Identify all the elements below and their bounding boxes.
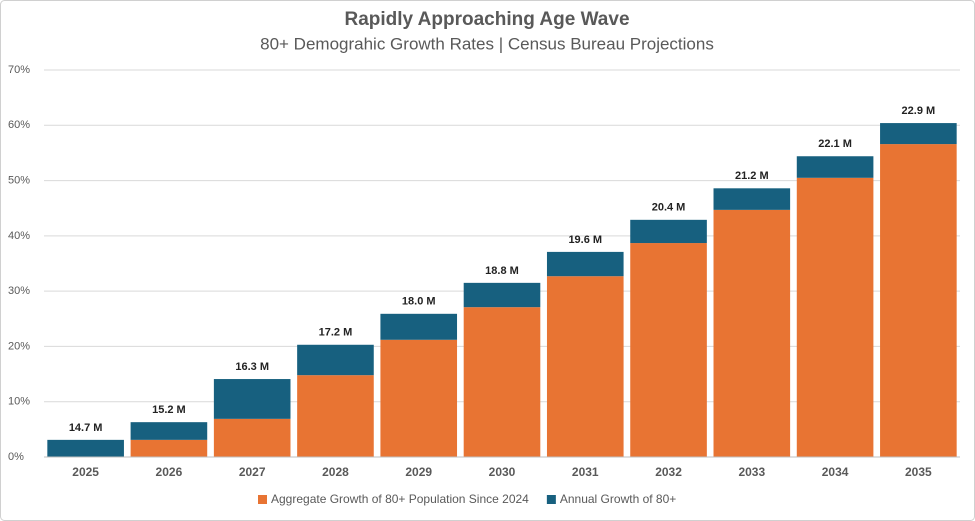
x-tick-label: 2034 [822, 465, 849, 479]
bar-segment [463, 307, 541, 457]
bar-segment [546, 251, 624, 277]
y-tick-label: 50% [8, 174, 30, 186]
bar-segment [713, 209, 791, 457]
y-tick-label: 70% [8, 64, 30, 76]
x-tick-label: 2033 [738, 465, 765, 479]
legend-swatch [258, 495, 267, 504]
bar-segment [297, 375, 374, 457]
x-tick-label: 2027 [239, 465, 266, 479]
bar-segment [130, 439, 208, 457]
bar-segment [297, 344, 374, 376]
bar-label: 18.8 M [485, 265, 519, 277]
chart-title: Rapidly Approaching Age Wave [344, 9, 629, 30]
y-tick-label: 20% [8, 340, 30, 352]
bar-segment [213, 418, 291, 457]
chart-subtitle: 80+ Demograhic Growth Rates | Census Bur… [260, 34, 714, 53]
x-tick-label: 2031 [572, 465, 599, 479]
y-tick-label: 40% [8, 230, 30, 242]
x-tick-label: 2026 [156, 465, 183, 479]
bar-label: 19.6 M [568, 234, 602, 246]
bar-segment [713, 188, 791, 210]
bar-segment [630, 219, 707, 244]
bar-segment [796, 156, 874, 178]
bar-label: 21.2 M [735, 170, 769, 182]
bar-segment [796, 177, 874, 458]
bar-label: 16.3 M [235, 361, 269, 373]
bar-label: 14.7 M [69, 422, 103, 434]
bar-label: 17.2 M [319, 327, 353, 339]
x-tick-label: 2032 [655, 465, 682, 479]
legend-label: Aggregate Growth of 80+ Population Since… [271, 492, 529, 506]
bar-segment [380, 313, 458, 340]
y-tick-label: 10% [8, 396, 30, 408]
bar-label: 15.2 M [152, 404, 186, 416]
bar-segment [213, 379, 291, 419]
bar-segment [630, 243, 707, 457]
bar-segment [47, 439, 124, 457]
x-tick-label: 2025 [72, 465, 99, 479]
bar-segment [130, 422, 208, 440]
x-tick-label: 2035 [905, 465, 932, 479]
x-tick-label: 2028 [322, 465, 349, 479]
legend-swatch [546, 495, 556, 504]
y-tick-label: 0% [8, 451, 24, 463]
bar-label: 22.1 M [818, 138, 852, 150]
legend-label: Annual Growth of 80+ [560, 492, 676, 506]
bar-label: 20.4 M [652, 202, 686, 214]
bar-segment [380, 339, 458, 457]
bar-segment [880, 123, 957, 145]
bar-label: 18.0 M [402, 296, 436, 308]
bar-segment [463, 282, 541, 308]
x-tick-label: 2029 [405, 465, 432, 479]
y-tick-label: 60% [8, 119, 30, 131]
bar-segment [880, 144, 957, 457]
x-tick-label: 2030 [489, 465, 516, 479]
bar-label: 22.9 M [902, 105, 936, 117]
y-tick-label: 30% [8, 285, 30, 297]
bar-segment [546, 276, 624, 457]
